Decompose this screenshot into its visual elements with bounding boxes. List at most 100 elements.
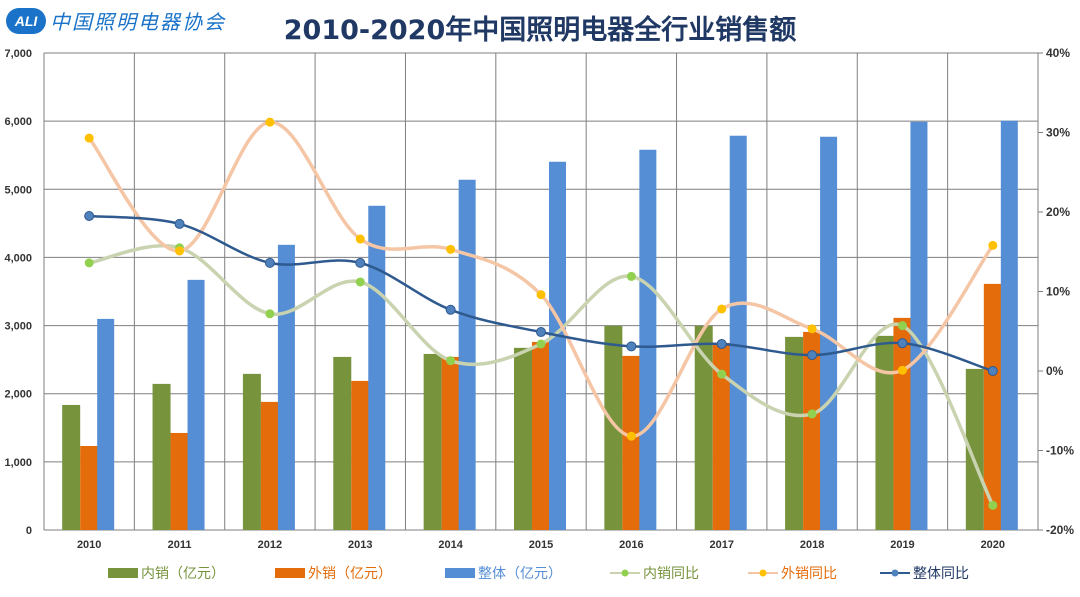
point-export-yoy [265,117,275,127]
left-axis-label: 4,000 [4,252,32,264]
bar-domestic [333,356,352,530]
left-axis-label: 0 [26,525,32,537]
legend-label: 外销同比 [781,566,837,582]
point-domestic-yoy [355,277,365,287]
x-axis-label: 2011 [168,539,192,551]
bar-total [729,135,747,530]
legend-label: 外销（亿元） [308,566,392,582]
left-axis-label: 2,000 [4,389,32,401]
bar-domestic [242,373,261,530]
legend-label: 整体同比 [913,566,969,582]
x-axis-label: 2015 [529,539,553,551]
point-export-yoy [446,244,456,254]
legend-label: 内销同比 [643,566,699,582]
x-axis-label: 2016 [619,539,643,551]
legend-item: 外销同比 [748,566,837,582]
right-axis-label: 20% [1046,205,1070,219]
bar-total [187,279,205,530]
bar-total [549,161,566,531]
legend-marker-icon [759,569,767,577]
bar-export [532,341,550,530]
legend-label: 内销（亿元） [141,566,225,582]
point-export-yoy [626,431,636,441]
logo-text: 中国照明电器协会 [50,10,226,34]
point-domestic-yoy [536,339,546,349]
point-export-yoy [988,240,998,250]
right-axis-label: -10% [1046,444,1074,458]
bar-total [639,149,657,530]
point-export-yoy [897,365,907,375]
bar-export [80,445,99,530]
bar-total [1000,120,1018,530]
bar-domestic [604,325,623,530]
left-axis-label: 7,000 [4,48,32,60]
x-axis-label: 2010 [77,539,101,551]
bar-total [277,244,295,530]
bar-export [712,342,731,530]
point-domestic-yoy [807,409,817,419]
chart-title: 2010-2020年中国照明电器全行业销售额 [283,15,797,46]
point-total-yoy [174,218,185,229]
bar-export [803,331,822,530]
left-axis-label: 1,000 [4,457,32,469]
right-axis-label: 30% [1046,126,1070,140]
logo: ALI 中国照明电器协会 [6,6,226,35]
bar-domestic [875,335,894,530]
point-export-yoy [807,324,817,334]
right-axis-label: 0% [1046,364,1064,378]
point-domestic-yoy [626,271,636,281]
point-total-yoy [807,350,818,361]
point-total-yoy [716,338,727,349]
bar-total [368,205,386,530]
point-domestic-yoy [446,356,456,366]
point-export-yoy [175,246,185,256]
point-total-yoy [445,304,456,315]
legend-item: 内销（亿元） [108,566,225,582]
bar-export [893,317,912,530]
x-axis-label: 2020 [981,539,1005,551]
legend-marker-icon [621,569,629,577]
point-export-yoy [355,234,365,244]
legend-swatch [108,568,138,578]
legend-item: 整体同比 [880,566,969,582]
point-domestic-yoy [897,321,907,331]
legend-label: 整体（亿元） [478,566,562,582]
point-domestic-yoy [265,309,275,319]
point-export-yoy [536,290,546,300]
legend-swatch [445,568,475,578]
bar-export [622,355,641,530]
bar-export [441,356,460,530]
legend-swatch [275,568,305,578]
point-domestic-yoy [988,500,998,510]
bar-domestic [152,383,171,530]
right-axis-label: 40% [1046,46,1070,60]
bar-domestic [514,347,532,530]
point-total-yoy [536,327,546,338]
legend-item: 外销（亿元） [275,566,392,582]
bar-total [820,136,838,531]
bar-domestic [694,325,713,530]
bar-domestic [62,404,81,530]
x-axis-label: 2012 [258,539,282,551]
left-axis-label: 3,000 [4,321,32,333]
bar-export [260,401,279,530]
point-domestic-yoy [84,258,94,268]
point-total-yoy [626,341,637,352]
bar-export [351,380,370,530]
point-export-yoy [717,304,727,314]
legend-item: 内销同比 [610,566,699,582]
point-total-yoy [987,366,998,376]
bar-total [910,121,928,531]
point-total-yoy [897,338,908,349]
right-axis-label: -20% [1046,523,1074,537]
bar-export [170,432,189,530]
x-axis-label: 2014 [438,539,463,551]
bar-total [458,179,476,530]
bar-total [97,318,115,530]
left-axis-label: 5,000 [4,184,32,196]
x-axis-label: 2013 [348,539,372,551]
line-domestic-yoy [88,244,995,507]
legend-marker-icon [891,569,899,577]
point-domestic-yoy [717,369,727,379]
